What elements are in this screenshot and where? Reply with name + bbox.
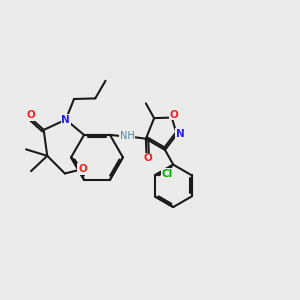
Text: N: N — [61, 115, 70, 124]
Text: O: O — [170, 110, 178, 120]
Text: O: O — [27, 110, 36, 120]
Text: N: N — [176, 129, 185, 139]
Text: O: O — [144, 154, 152, 164]
Text: NH: NH — [120, 131, 134, 141]
Text: Cl: Cl — [162, 169, 173, 179]
Text: O: O — [78, 164, 87, 174]
